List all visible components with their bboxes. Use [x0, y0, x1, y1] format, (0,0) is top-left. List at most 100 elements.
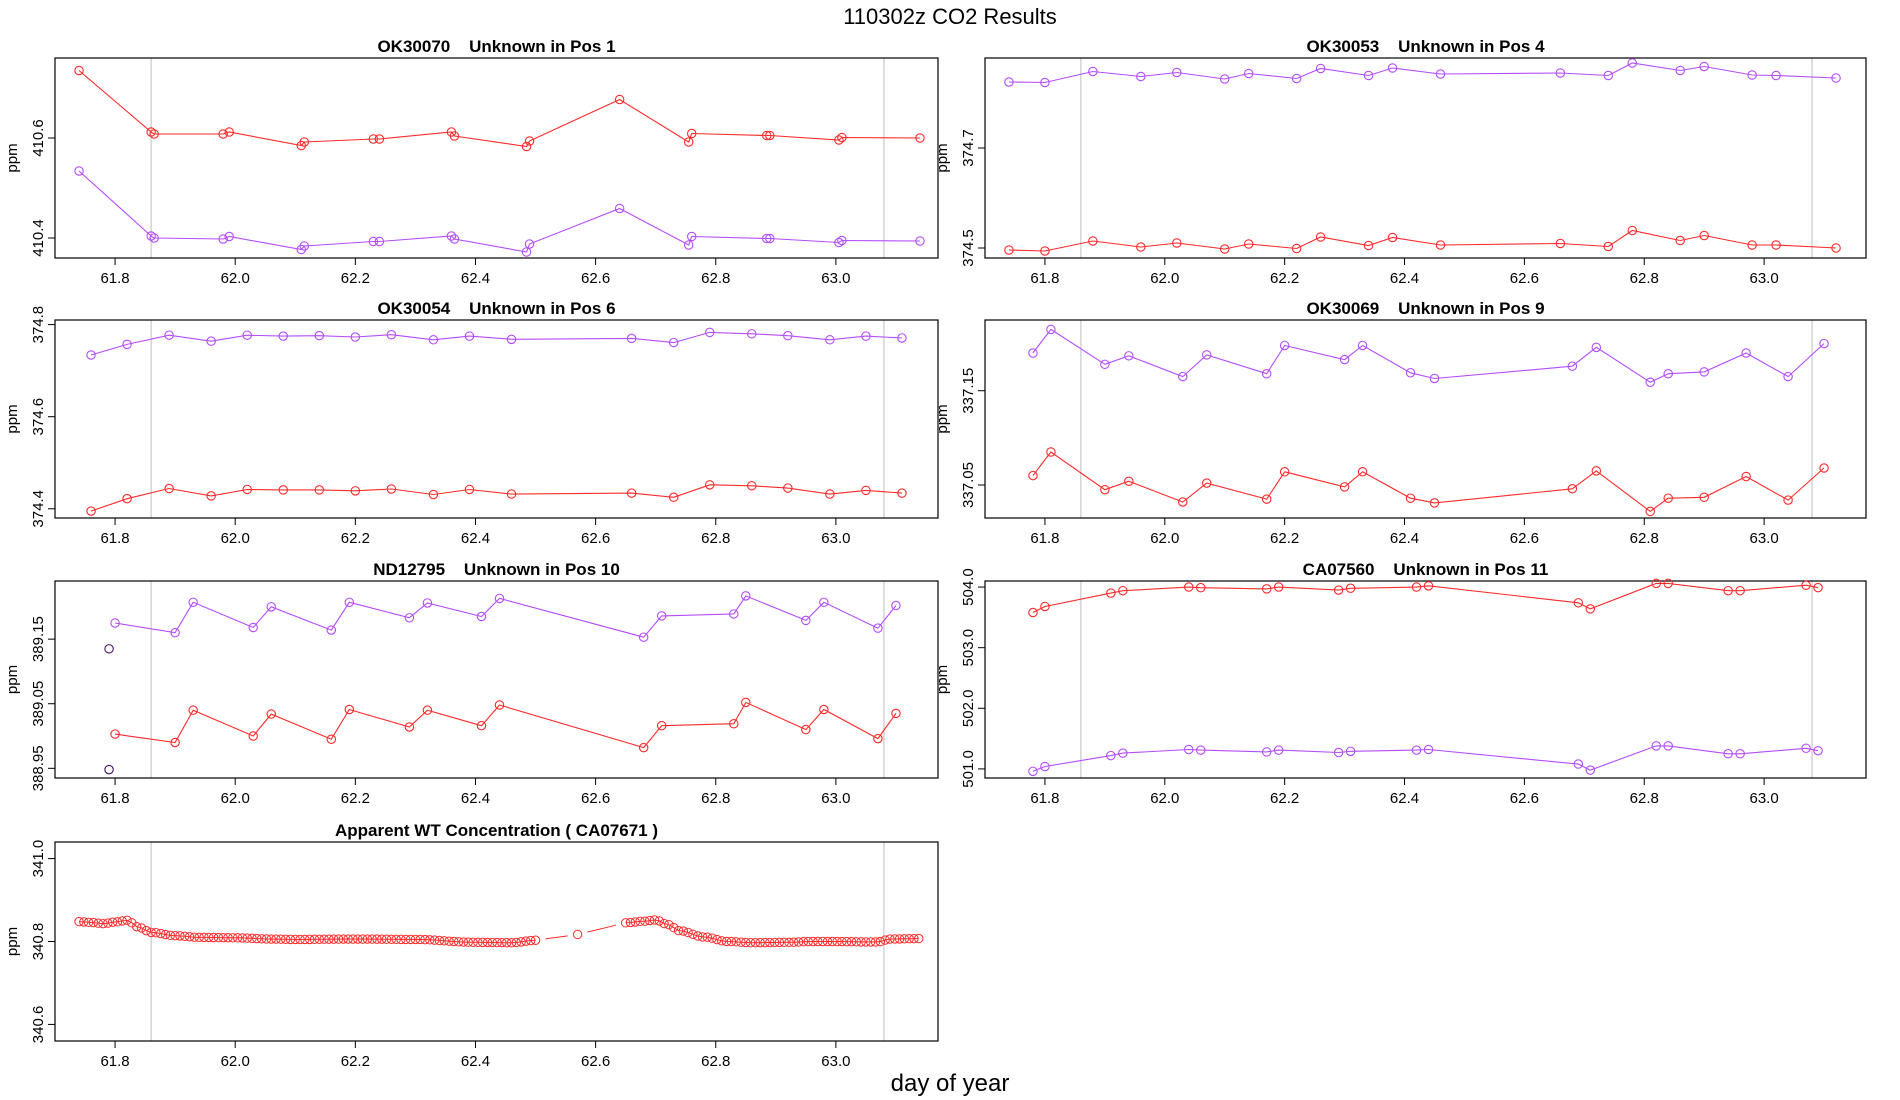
x-tick-label: 62.8	[1630, 270, 1659, 287]
x-tick-label: 62.2	[341, 1053, 370, 1070]
x-tick-label: 62.4	[461, 530, 490, 547]
x-tick-label: 61.8	[100, 1053, 129, 1070]
panel-7: Apparent WT Concentration ( CA07671 ) 61.…	[4, 821, 938, 1070]
x-tick-label: 62.2	[341, 530, 370, 547]
panel-2: OK30053 Unknown in Pos 4 61.8 62.0 62.2 62.4…	[934, 37, 1866, 287]
plot-frame	[55, 58, 938, 258]
y-tick-label: 502.0	[960, 690, 977, 728]
x-tick-label: 63.0	[821, 790, 850, 807]
y-tick-label: 503.0	[960, 629, 977, 667]
x-tick-label: 62.4	[461, 1053, 490, 1070]
series-line-red	[587, 925, 616, 932]
data-point-dark	[105, 765, 113, 773]
y-axis-label: ppm	[934, 143, 951, 172]
series-line-red	[545, 936, 567, 939]
y-tick-label: 504.0	[960, 568, 977, 606]
panel-3: OK30054 Unknown in Pos 6 61.8 62.0 62.2 62.4…	[4, 299, 938, 547]
x-tick-label: 63.0	[1750, 270, 1779, 287]
x-tick-label: 61.8	[100, 270, 129, 287]
x-tick-label: 62.8	[1630, 790, 1659, 807]
data-point-dark	[105, 645, 113, 653]
x-tick-label: 62.2	[341, 270, 370, 287]
x-tick-label: 62.4	[1390, 790, 1419, 807]
x-tick-label: 62.6	[1510, 530, 1539, 547]
series-line-red	[1033, 452, 1824, 511]
x-tick-label: 62.4	[461, 270, 490, 287]
y-tick-label: 341.0	[30, 840, 47, 878]
plot-frame	[985, 581, 1866, 778]
y-tick-label: 410.6	[30, 119, 47, 157]
panel-4: OK30069 Unknown in Pos 961.8 62.0 62.2 62.4…	[934, 299, 1866, 547]
panel-title: OK30070 Unknown in Pos 1	[377, 37, 615, 56]
x-tick-label: 62.2	[1270, 270, 1299, 287]
x-tick-label: 61.8	[1030, 530, 1059, 547]
plot-frame	[985, 320, 1866, 518]
plot-frame	[55, 581, 938, 778]
y-tick-label: 374.7	[960, 129, 977, 167]
x-tick-label: 62.4	[1390, 530, 1419, 547]
series-line-red	[1009, 231, 1836, 252]
data-point-red	[1820, 464, 1828, 472]
x-tick-label: 62.0	[221, 270, 250, 287]
x-tick-label: 62.6	[581, 530, 610, 547]
series-line-purple	[79, 171, 920, 252]
x-tick-label: 63.0	[821, 1053, 850, 1070]
x-tick-label: 62.0	[221, 530, 250, 547]
y-axis-label: ppm	[4, 665, 21, 694]
x-tick-label: 62.2	[1270, 790, 1299, 807]
y-tick-label: 388.95	[30, 745, 47, 791]
panel-title: CA07560 Unknown in Pos 11	[1303, 560, 1549, 579]
series-line-red	[79, 71, 920, 147]
y-tick-label: 374.6	[30, 398, 47, 436]
x-tick-label: 62.8	[701, 530, 730, 547]
x-tick-label: 62.2	[341, 790, 370, 807]
x-tick-label: 62.0	[1150, 790, 1179, 807]
y-tick-label: 389.05	[30, 681, 47, 727]
x-tick-label: 62.6	[581, 1053, 610, 1070]
x-tick-label: 62.6	[1510, 270, 1539, 287]
x-tick-label: 62.0	[1150, 270, 1179, 287]
panel-1: OK30070 Unknown in Pos 1 61.8 62.0 62.2 62.4…	[4, 37, 938, 287]
y-tick-label: 389.15	[30, 616, 47, 662]
y-axis-label: ppm	[934, 665, 951, 694]
x-tick-label: 62.4	[1390, 270, 1419, 287]
panel-title: OK30053 Unknown in Pos 4	[1306, 37, 1545, 56]
panel-title: Apparent WT Concentration ( CA07671 )	[335, 821, 658, 840]
series-line-purple	[1009, 63, 1836, 83]
series-line-red	[115, 702, 896, 747]
data-point-red	[573, 930, 581, 938]
x-tick-label: 63.0	[821, 530, 850, 547]
panel-title: ND12795 Unknown in Pos 10	[373, 560, 620, 579]
panel-title: OK30069 Unknown in Pos 9	[1306, 299, 1544, 318]
x-tick-label: 62.4	[461, 790, 490, 807]
panel-title: OK30054 Unknown in Pos 6	[377, 299, 615, 318]
panel-5: ND12795 Unknown in Pos 1061.8 62.0 62.2 62.…	[4, 560, 938, 807]
y-tick-label: 337.15	[960, 368, 977, 414]
y-tick-label: 374.8	[30, 306, 47, 344]
plot-frame	[55, 320, 938, 518]
x-tick-label: 62.6	[581, 790, 610, 807]
panel-6: CA07560 Unknown in Pos 11 61.8 62.0 62.2 62.…	[934, 560, 1866, 807]
series-line-purple	[1033, 746, 1818, 771]
x-tick-label: 62.0	[1150, 530, 1179, 547]
plot-frame	[985, 58, 1866, 258]
y-tick-label: 340.6	[30, 1006, 47, 1044]
y-axis-label: ppm	[934, 404, 951, 433]
y-tick-label: 410.4	[30, 219, 47, 257]
y-tick-label: 501.0	[960, 750, 977, 788]
x-tick-label: 63.0	[1750, 530, 1779, 547]
series-line-purple	[1033, 329, 1824, 382]
y-axis-label: ppm	[4, 927, 21, 956]
x-axis-title: day of year	[0, 1070, 1900, 1098]
x-tick-label: 61.8	[1030, 790, 1059, 807]
x-tick-label: 62.0	[221, 1053, 250, 1070]
chart-canvas: OK30070 Unknown in Pos 1 61.8 62.0 62.2 62.4…	[0, 0, 1900, 1100]
x-tick-label: 62.6	[581, 270, 610, 287]
x-tick-label: 62.8	[701, 1053, 730, 1070]
x-tick-label: 63.0	[821, 270, 850, 287]
y-tick-label: 337.05	[960, 462, 977, 508]
series-line-purple	[91, 332, 902, 355]
x-tick-label: 61.8	[100, 530, 129, 547]
x-tick-label: 62.6	[1510, 790, 1539, 807]
x-tick-label: 61.8	[1030, 270, 1059, 287]
